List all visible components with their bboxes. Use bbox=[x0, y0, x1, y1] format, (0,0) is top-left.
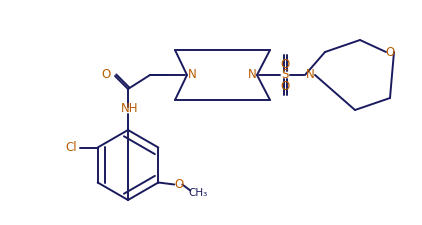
Text: S: S bbox=[281, 68, 289, 81]
Text: O: O bbox=[101, 68, 111, 81]
Text: Cl: Cl bbox=[65, 141, 76, 154]
Text: N: N bbox=[248, 68, 257, 81]
Text: N: N bbox=[188, 68, 196, 81]
Text: O: O bbox=[280, 58, 289, 70]
Text: NH: NH bbox=[121, 103, 139, 115]
Text: O: O bbox=[385, 45, 395, 58]
Text: O: O bbox=[175, 178, 184, 191]
Text: O: O bbox=[280, 79, 289, 92]
Text: N: N bbox=[306, 68, 314, 81]
Text: CH₃: CH₃ bbox=[189, 189, 208, 198]
